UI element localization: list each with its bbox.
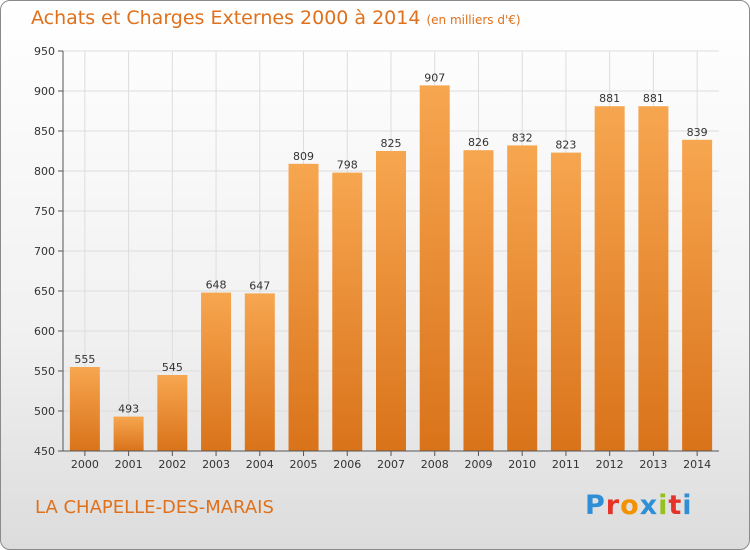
unit-label: (en milliers d'€) [426,13,521,27]
y-tick-label: 500 [34,405,55,418]
y-tick-label: 600 [34,325,55,338]
value-label-2013: 881 [643,92,664,105]
bar-2006 [332,172,363,451]
x-tick-label: 2000 [71,458,99,471]
y-tick-label: 750 [34,205,55,218]
y-tick-label: 700 [34,245,55,258]
x-tick-label: 2013 [639,458,667,471]
bar-layer: 555 493 545 648 647 809 798 825 907 826 832 823 881 8… [69,71,713,452]
y-tick-label: 850 [34,125,55,138]
bar-2011 [550,152,581,451]
proxiti-logo: Proxiti [585,490,693,521]
y-tick-label: 550 [34,365,55,378]
bar-2008 [419,85,450,452]
x-tick-label: 2012 [596,458,624,471]
x-tick-label: 2003 [202,458,230,471]
value-label-2012: 881 [599,92,620,105]
value-label-2005: 809 [293,150,314,163]
bar-2001 [113,416,144,451]
value-label-2003: 648 [206,279,227,292]
y-tick-label: 900 [34,85,55,98]
x-tick-label: 2006 [333,458,361,471]
y-tick-label: 650 [34,285,55,298]
y-tick-label: 950 [34,45,55,58]
logo-letter: i [658,490,669,521]
bar-2012 [594,106,625,451]
value-label-2006: 798 [337,159,358,172]
y-tick-label: 450 [34,445,55,458]
bar-2013 [638,106,669,451]
logo-letter: i [682,490,693,521]
commune-name: LA CHAPELLE-DES-MARAIS [35,497,274,518]
value-label-2009: 826 [468,136,489,149]
value-label-2011: 823 [555,139,576,152]
title-text: Achats et Charges Externes 2000 à 2014 [31,7,421,29]
value-label-2010: 832 [512,131,533,144]
x-tick-label: 2004 [246,458,274,471]
y-tick-label: 800 [34,165,55,178]
axis-layer: 450 500 550 600 650 700 750 800 850 900 950 2000 200… [34,45,719,471]
bar-2002 [157,375,188,451]
logo-letter: o [620,490,640,521]
x-tick-label: 2008 [421,458,449,471]
value-label-2007: 825 [381,137,402,150]
value-label-2002: 545 [162,361,183,374]
bar-2009 [463,150,494,451]
x-tick-label: 2009 [464,458,492,471]
bar-2004 [244,293,275,451]
value-label-2001: 493 [118,403,139,416]
value-label-2004: 647 [249,279,270,292]
x-tick-label: 2007 [377,458,405,471]
x-tick-label: 2002 [158,458,186,471]
bar-2003 [201,292,232,451]
x-tick-label: 2001 [115,458,143,471]
logo-letter: r [605,490,621,521]
logo-letter: P [585,490,606,521]
bar-2007 [376,151,406,451]
logo-letter: t [668,490,683,521]
bar-2010 [507,145,538,451]
logo-letter: x [639,490,659,521]
chart-title: Achats et Charges Externes 2000 à 2014 (e… [31,7,521,29]
value-label-2008: 907 [424,71,445,84]
bar-2000 [69,367,100,451]
x-tick-label: 2005 [290,458,318,471]
bar-2014 [682,139,713,452]
value-label-2000: 555 [74,353,95,366]
x-tick-label: 2010 [508,458,536,471]
x-tick-label: 2011 [552,458,580,471]
value-label-2014: 839 [687,126,708,139]
bar-2005 [288,163,319,452]
x-tick-label: 2014 [683,458,711,471]
